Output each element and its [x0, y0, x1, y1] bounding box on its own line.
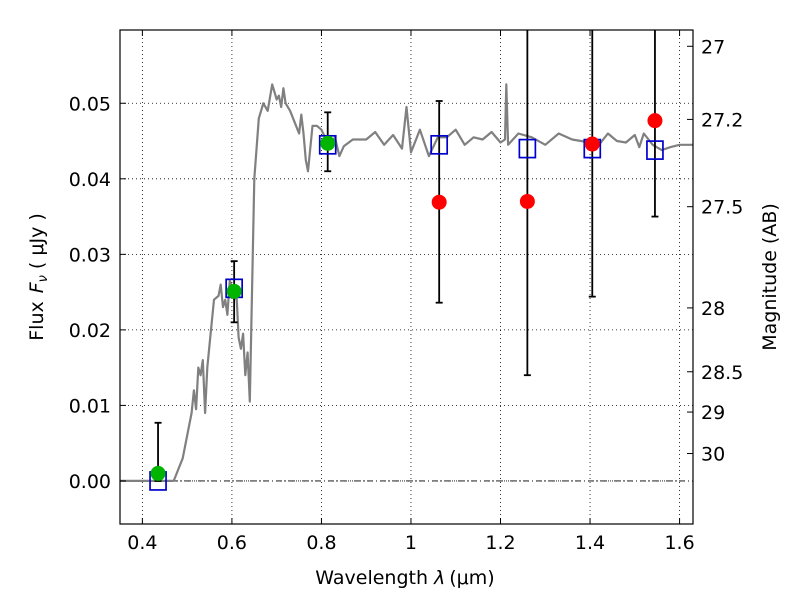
x-axis-label: Wavelength λ (μm) [315, 567, 494, 589]
model-photometry-point [646, 140, 664, 160]
x-tick-label: 1.6 [664, 532, 694, 554]
measurement-point [584, 136, 600, 152]
mag-tick-label: 30 [701, 444, 725, 466]
mag-tick-label: 28 [701, 298, 725, 320]
detection-point [150, 465, 166, 481]
model-photometry-point [518, 138, 537, 159]
y-axis-label: FluxFν( μJy ) [26, 213, 51, 341]
mag-tick-label: 27.2 [701, 109, 743, 131]
detection-point [226, 283, 242, 299]
y-tick-label: 0.02 [69, 320, 111, 342]
y-tick-label: 0.01 [69, 395, 111, 417]
plot-area [120, 30, 693, 491]
x-tick-label: 0.6 [217, 532, 247, 554]
model-photometry-point [430, 134, 449, 155]
x-tick-label: 0.8 [306, 532, 336, 554]
y-tick-label: 0.05 [69, 93, 111, 115]
x-tick-label: 0.4 [127, 532, 157, 554]
x-tick-label: 1.4 [575, 532, 605, 554]
model-spectrum-line [120, 83, 693, 482]
plot-frame [119, 29, 694, 525]
detection-point [320, 135, 336, 151]
x-tick-label: 1 [405, 532, 417, 554]
grid [120, 30, 693, 524]
mag-tick-label: 27.5 [701, 197, 743, 219]
y-tick-label: 0.04 [69, 169, 111, 191]
x-tick-label: 1.2 [485, 532, 515, 554]
axes-ticks: 0.4 0.6 0.8 1 1.2 1.4 1.6 0.00 0.01 0.02 0.03 0.04 0… [69, 30, 743, 554]
mag-tick-label: 27 [701, 36, 725, 58]
y-tick-label: 0.03 [69, 244, 111, 266]
measurement-point [519, 193, 535, 209]
mag-tick-label: 29 [701, 402, 725, 424]
mag-tick-label: 28.5 [701, 362, 743, 384]
measurement-point [431, 194, 447, 210]
y-axis-right-label: Magnitude (AB) [759, 203, 781, 351]
measurement-point [647, 113, 663, 129]
y-tick-label: 0.00 [69, 471, 111, 493]
